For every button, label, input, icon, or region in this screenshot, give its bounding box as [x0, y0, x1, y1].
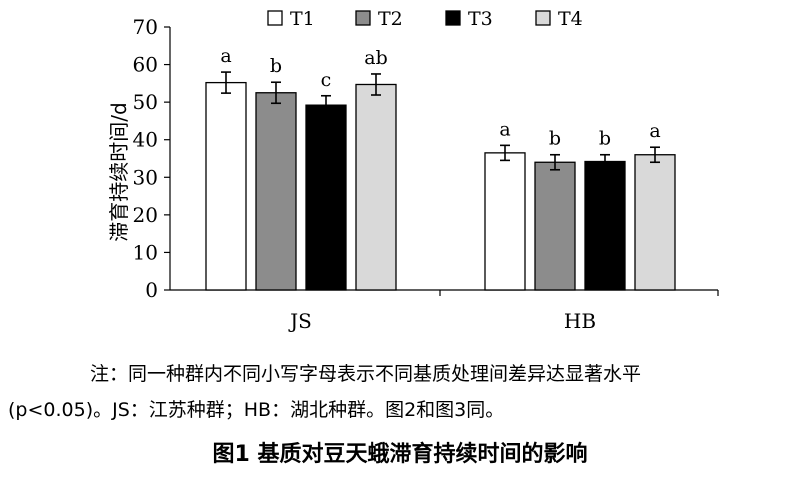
significance-label: a	[220, 45, 231, 67]
legend-label: T4	[558, 8, 583, 30]
y-tick-label: 60	[133, 53, 158, 77]
significance-label: b	[549, 128, 561, 150]
figure-caption: 图1 基质对豆天蛾滞育持续时间的影响	[212, 442, 588, 467]
x-category-label: JS	[288, 309, 312, 333]
y-tick-label: 10	[133, 240, 158, 264]
y-tick-label: 0	[145, 278, 158, 302]
bar-t4	[355, 83, 397, 291]
bar-t3	[584, 160, 626, 291]
bar-t3	[305, 104, 347, 291]
footnote-line-1: 注：同一种群内不同小写字母表示不同基质处理间差异达显著水平	[90, 363, 642, 385]
legend-swatch-t2	[355, 10, 371, 26]
significance-label: b	[599, 128, 611, 150]
legend-swatch-t4	[535, 10, 551, 26]
significance-label: c	[321, 69, 332, 91]
x-category-label: HB	[564, 309, 596, 333]
significance-label: a	[649, 120, 660, 142]
significance-label: ab	[364, 47, 388, 69]
y-tick-label: 30	[133, 165, 158, 189]
bar-t1	[484, 152, 526, 291]
y-axis-label: 滞育持续时间/d	[107, 102, 131, 241]
legend-label: T2	[378, 8, 403, 30]
significance-label: b	[270, 55, 282, 77]
footnote-line-2: (p<0.05)。JS：江苏种群；HB：湖北种群。图2和图3同。	[8, 399, 505, 421]
legend-swatch-t3	[445, 10, 461, 26]
legend: T1 T2 T3 T4	[267, 8, 583, 30]
legend-label: T1	[290, 8, 315, 30]
y-tick-label: 40	[133, 128, 158, 152]
bar-t1	[205, 81, 247, 291]
bar-t4	[634, 154, 676, 291]
legend-swatch-t1	[267, 10, 283, 26]
chart-axes: 0 10 20 30 40 50 60 70 JS HB	[133, 15, 719, 333]
bar-t2	[255, 92, 297, 291]
bar-t2	[534, 161, 576, 291]
y-tick-label: 50	[133, 90, 158, 114]
significance-label: a	[499, 118, 510, 140]
legend-label: T3	[468, 8, 493, 30]
y-tick-label: 20	[133, 203, 158, 227]
y-tick-label: 70	[133, 15, 158, 39]
